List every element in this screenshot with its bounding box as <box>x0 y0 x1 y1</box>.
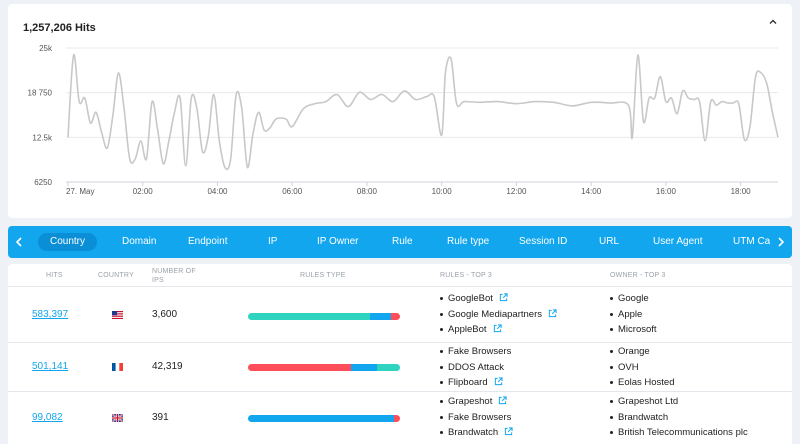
y-tick-label: 6250 <box>34 178 52 187</box>
rules-type-bar <box>248 364 400 371</box>
x-tick-label: 18:00 <box>731 187 752 196</box>
table-row: 99,082 391 Grapeshot Fake Browsers Brand… <box>8 391 792 444</box>
country-table: HITS COUNTRY NUMBER OF IPS RULES TYPE RU… <box>8 264 792 444</box>
rules-type-bar <box>248 415 400 422</box>
y-tick-label: 18 750 <box>28 89 53 98</box>
tabs-prev-chevron-left-icon[interactable] <box>8 226 30 258</box>
ips-count: 391 <box>152 412 169 423</box>
x-tick-label: 02:00 <box>133 187 154 196</box>
hits-link[interactable]: 583,397 <box>32 309 69 320</box>
tab-user-agent[interactable]: User Agent <box>653 236 703 247</box>
list-item: Brandwatch <box>610 410 790 426</box>
ips-count: 3,600 <box>152 309 178 320</box>
list-item: Orange <box>610 344 790 360</box>
owners-list: Grapeshot Ltd Brandwatch British Telecom… <box>610 394 790 441</box>
list-item: Eolas Hosted <box>610 375 790 391</box>
x-tick-label: 12:00 <box>506 187 527 196</box>
rules-type-blue-segment <box>369 313 391 320</box>
rules-list: Fake Browsers DDOS Attack Flipboard <box>440 344 610 391</box>
x-tick-label: 10:00 <box>432 187 453 196</box>
us-flag-icon <box>112 311 123 319</box>
tabs-next-chevron-right-icon[interactable] <box>770 226 792 258</box>
header-hits[interactable]: HITS <box>46 272 63 279</box>
dimension-tab-bar: Country Domain Endpoint IP IP Owner Rule… <box>8 226 792 258</box>
list-item: Google Mediapartners <box>440 307 610 323</box>
rules-type-red-segment <box>248 364 352 371</box>
list-item: Fake Browsers <box>440 344 610 360</box>
collapse-chevron-up-icon[interactable] <box>766 16 780 30</box>
owners-list: Orange OVH Eolas Hosted <box>610 344 790 391</box>
external-link-icon[interactable] <box>504 427 513 436</box>
external-link-icon[interactable] <box>498 396 507 405</box>
list-item: Grapeshot Ltd <box>610 394 790 410</box>
list-item: Fake Browsers <box>440 410 610 426</box>
tab-url[interactable]: URL <box>599 236 620 247</box>
list-item: Brandwatch <box>440 425 610 441</box>
tab-rule-type[interactable]: Rule type <box>447 236 490 247</box>
x-tick-label: 06:00 <box>282 187 303 196</box>
rules-type-red-segment <box>393 415 400 422</box>
ips-count: 42,319 <box>152 361 183 372</box>
header-rules-top-3: RULES - TOP 3 <box>440 272 493 279</box>
chart-title: 1,257,206 Hits <box>23 22 96 34</box>
rules-type-bar <box>248 313 400 320</box>
rules-type-green-segment <box>377 364 400 371</box>
x-tick-label: 16:00 <box>656 187 677 196</box>
external-link-icon[interactable] <box>493 324 502 333</box>
external-link-icon[interactable] <box>548 308 557 318</box>
x-tick-label: 04:00 <box>207 187 228 196</box>
list-item: AppleBot <box>440 322 610 338</box>
rules-list: GoogleBot Google Mediapartners AppleBot <box>440 291 610 338</box>
tab-rule[interactable]: Rule <box>392 236 413 247</box>
header-country[interactable]: COUNTRY <box>98 272 134 279</box>
header-rules-type[interactable]: RULES TYPE <box>300 272 346 279</box>
table-row: 583,397 3,600 GoogleBot Google Mediapart… <box>8 286 792 342</box>
rules-type-blue-segment <box>248 415 394 422</box>
x-tick-label: 27. May <box>66 187 94 196</box>
series-line[interactable] <box>67 54 779 171</box>
tab-country[interactable]: Country <box>38 233 98 251</box>
list-item: Apple <box>610 307 790 323</box>
list-item: DDOS Attack <box>440 360 610 376</box>
external-link-icon[interactable] <box>499 293 508 302</box>
rules-type-green-segment <box>248 313 370 320</box>
rules-list: Grapeshot Fake Browsers Brandwatch <box>440 394 610 441</box>
owners-list: Google Apple Microsoft <box>610 291 790 338</box>
tab-endpoint[interactable]: Endpoint <box>188 236 228 247</box>
list-item: Google <box>610 291 790 307</box>
tabs-strip: Country Domain Endpoint IP IP Owner Rule… <box>30 226 770 258</box>
hits-link[interactable]: 99,082 <box>32 412 63 423</box>
rules-type-red-segment <box>390 313 400 320</box>
tab-ip-owner[interactable]: IP Owner <box>317 236 359 247</box>
tab-ip[interactable]: IP <box>268 236 278 247</box>
tab-domain[interactable]: Domain <box>122 236 157 247</box>
hits-line-chart: 25k 18 750 12.5k 6250 27. May 02:00 04:00 06:00… <box>28 44 779 196</box>
hits-link[interactable]: 501,141 <box>32 361 69 372</box>
hits-chart-card: 25k 18 750 12.5k 6250 27. May 02:00 04:00 06:00… <box>8 4 792 218</box>
x-tick-label: 08:00 <box>357 187 378 196</box>
list-item: British Telecommunications plc <box>610 425 790 441</box>
list-item: Grapeshot <box>440 394 610 410</box>
tab-session-id[interactable]: Session ID <box>519 236 568 247</box>
tab-utm-campaign[interactable]: UTM Campaign <box>733 236 770 247</box>
rules-type-blue-segment <box>351 364 378 371</box>
header-number-of-ips[interactable]: NUMBER OF IPS <box>152 268 196 284</box>
list-item: GoogleBot <box>440 291 610 307</box>
y-tick-label: 25k <box>39 44 53 53</box>
gb-flag-icon <box>112 414 123 422</box>
list-item: Microsoft <box>610 322 790 338</box>
y-tick-label: 12.5k <box>32 133 53 142</box>
external-link-icon[interactable] <box>494 377 503 386</box>
list-item: Flipboard <box>440 375 610 391</box>
x-tick-label: 14:00 <box>581 187 602 196</box>
list-item: OVH <box>610 360 790 376</box>
table-row: 501,141 42,319 Fake Browsers DDOS Attack… <box>8 342 792 391</box>
fr-flag-icon <box>112 363 123 371</box>
header-owner-top-3: OWNER - TOP 3 <box>610 272 666 279</box>
